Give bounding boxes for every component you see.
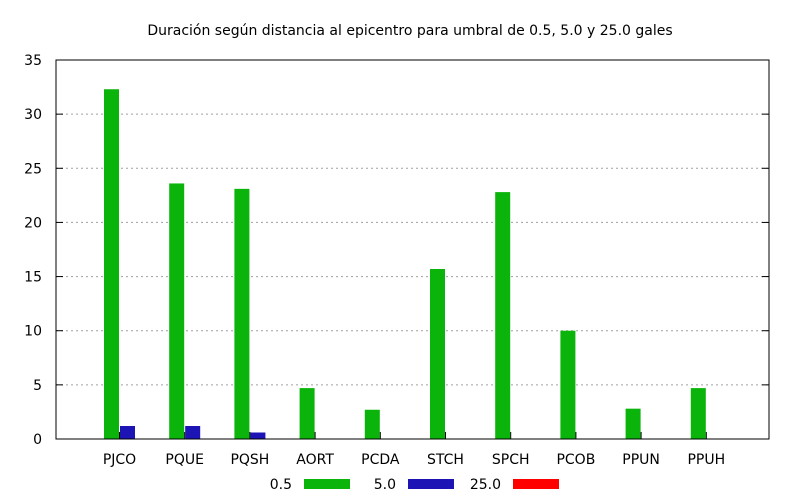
x-tick-label: SPCH (492, 452, 530, 468)
bar-pqsh-series-1 (250, 432, 266, 439)
bar-pqsh-series-0 (234, 188, 250, 439)
y-tick-label: 25 (24, 161, 42, 177)
bar-pque-series-1 (185, 426, 201, 439)
y-axis: 0 5 10 15 20 25 30 35 (24, 53, 769, 448)
grid-lines (56, 113, 769, 386)
bar-aort-series-0 (299, 388, 315, 439)
legend-label: 0.5 (270, 477, 292, 493)
bar-stch-series-0 (430, 268, 445, 439)
x-axis: PJCO PQUE PQSH AORT PCDA STCH SPCH PCOB PPUN PPUH (103, 432, 725, 468)
legend-label: 25.0 (470, 477, 501, 493)
legend-swatch (304, 479, 350, 489)
x-tick-label: AORT (296, 452, 334, 468)
legend-swatch (513, 479, 559, 489)
bars (104, 89, 706, 439)
y-tick-label: 5 (33, 378, 42, 394)
x-tick-label: PQUE (165, 452, 204, 468)
legend: 0.5 5.0 25.0 (270, 477, 559, 493)
bar-pcda-series-0 (364, 409, 380, 439)
bar-pjco-series-1 (120, 426, 135, 439)
y-tick-label: 30 (24, 107, 42, 123)
y-tick-label: 10 (24, 324, 42, 340)
x-tick-label: PJCO (103, 452, 136, 468)
bar-pcob-series-0 (560, 330, 576, 439)
bar-ppuh-series-0 (690, 388, 706, 439)
x-tick-label: STCH (427, 452, 464, 468)
y-tick-label: 0 (33, 432, 42, 448)
y-tick-label: 20 (24, 215, 42, 231)
bar-ppun-series-0 (625, 408, 641, 439)
chart-title: Duración según distancia al epicentro pa… (147, 23, 672, 39)
bar-pque-series-0 (169, 183, 185, 439)
legend-label: 5.0 (374, 477, 396, 493)
x-tick-label: PQSH (230, 452, 269, 468)
y-tick-label: 15 (24, 270, 42, 286)
x-tick-label: PPUN (622, 452, 660, 468)
bar-spch-series-0 (495, 192, 511, 439)
plot-frame (55, 59, 770, 440)
x-tick-label: PCDA (361, 452, 400, 468)
legend-swatch (408, 479, 454, 489)
bar-pjco-series-0 (104, 89, 119, 439)
y-tick-label: 35 (24, 53, 42, 69)
x-tick-label: PCOB (556, 452, 595, 468)
x-tick-label: PPUH (687, 452, 725, 468)
